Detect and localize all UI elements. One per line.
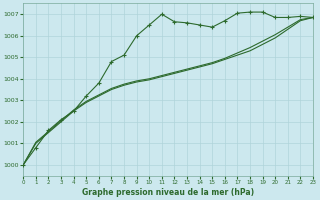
X-axis label: Graphe pression niveau de la mer (hPa): Graphe pression niveau de la mer (hPa) <box>82 188 254 197</box>
